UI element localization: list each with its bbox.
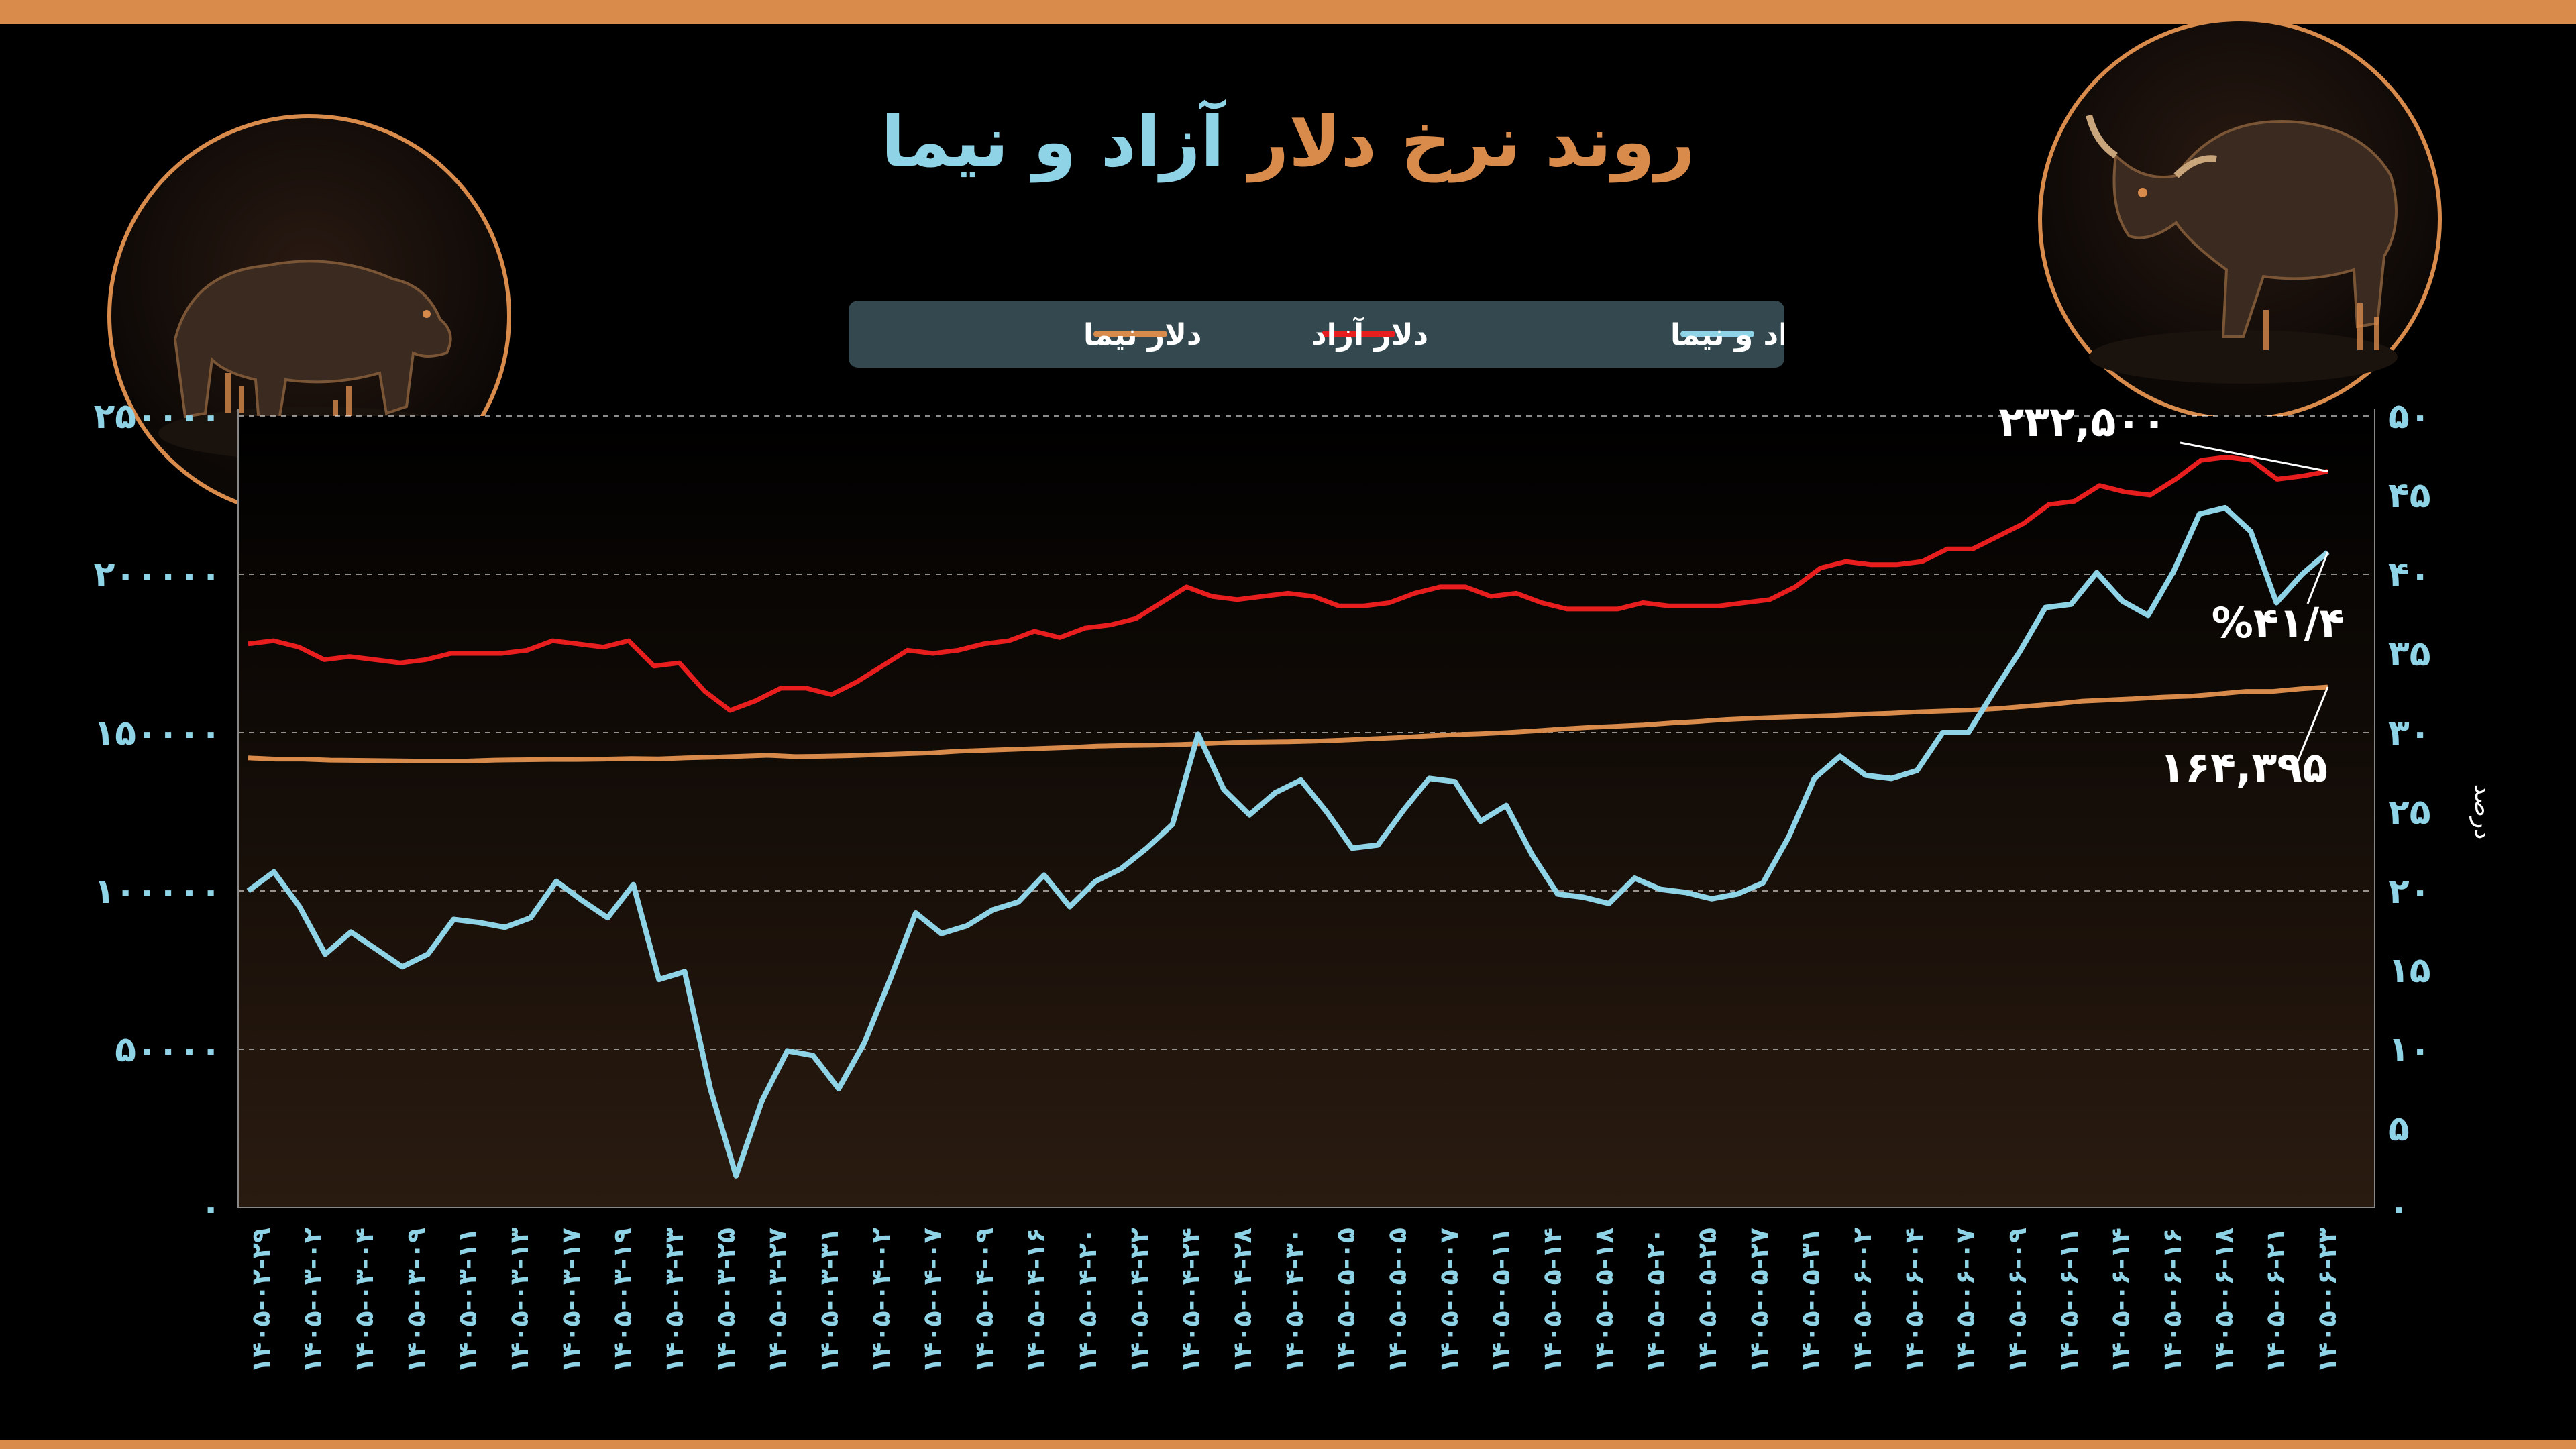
- x-tick-label: ۱۴۰۵-۰۶-۰۲: [1847, 1228, 1877, 1373]
- x-tick-label: ۱۴۰۵-۰۵-۱۸: [1589, 1228, 1619, 1373]
- x-tick-label: ۱۴۰۵-۰۲-۲۹: [246, 1228, 276, 1373]
- x-tick-label: ۱۴۰۵-۰۴-۰۹: [969, 1228, 999, 1373]
- x-tick-label: ۱۴۰۵-۰۴-۲۰: [1073, 1228, 1102, 1373]
- x-tick-label: ۱۴۰۵-۰۵-۲۵: [1693, 1228, 1722, 1373]
- x-tick-label: ۱۴۰۵-۰۳-۲۳: [659, 1228, 689, 1373]
- bottom-border: [0, 1440, 2576, 1449]
- x-tick-label: ۱۴۰۵-۰۶-۱۴: [2106, 1228, 2135, 1373]
- right-tick-label: ۳۵: [2388, 634, 2430, 674]
- left-tick-label: ۲۵۰۰۰۰: [94, 396, 221, 437]
- annotation-label: ۱۶۴,۳۹۵: [2159, 743, 2328, 792]
- legend-label-nima: دلار نیما: [1083, 318, 1202, 352]
- x-tick-label: ۱۴۰۵-۰۴-۲۴: [1176, 1228, 1205, 1373]
- bull-statue-icon: [2086, 114, 2398, 384]
- x-tick-label: ۱۴۰۵-۰۵-۱۱: [1486, 1228, 1515, 1373]
- annotation-leader: [2296, 686, 2329, 762]
- x-tick-label: ۱۴۰۵-۰۳-۰۹: [401, 1228, 431, 1373]
- right-tick-label: ۵۰: [2388, 396, 2430, 437]
- x-tick-label: ۱۴۰۵-۰۳-۰۴: [350, 1228, 379, 1373]
- x-tick-label: ۱۴۰۵-۰۶-۰۷: [1951, 1228, 1980, 1373]
- right-tick-label: ۲۵: [2388, 792, 2430, 833]
- annotation-label: %۴۱/۴: [2212, 598, 2345, 647]
- x-tick-label: ۱۴۰۵-۰۴-۳۰: [1279, 1228, 1309, 1373]
- x-tick-label: ۱۴۰۵-۰۶-۲۳: [2312, 1228, 2342, 1373]
- left-tick-label: ۰: [200, 1188, 221, 1228]
- x-tick-label: ۱۴۰۵-۰۶-۲۱: [2261, 1228, 2290, 1373]
- right-axis-title: درصد: [2469, 784, 2497, 840]
- x-tick-label: ۱۴۰۵-۰۵-۳۱: [1796, 1228, 1825, 1373]
- top-border: [0, 0, 2576, 24]
- series-line: [248, 454, 2328, 713]
- plot-area: [238, 416, 2375, 1208]
- right-tick-label: ۱۰: [2388, 1030, 2430, 1070]
- right-tick-label: ۴۵: [2388, 476, 2430, 516]
- x-tick-label: ۱۴۰۵-۰۶-۱۱: [2054, 1228, 2084, 1373]
- right-tick-label: ۳۰: [2388, 713, 2430, 753]
- title-part1: روند نرخ دلار: [1248, 101, 1695, 182]
- x-tick-label: ۱۴۰۵-۰۳-۲۵: [711, 1228, 741, 1373]
- page-title: روند نرخ دلار آزاد و نیما: [0, 101, 2576, 182]
- legend-label-gap: فاصله دلار آزاد و نیما: [1670, 316, 1784, 352]
- x-tick-label: ۱۴۰۵-۰۳-۲۷: [763, 1228, 792, 1373]
- annotation-leader: [2180, 441, 2328, 473]
- x-tick-label: ۱۴۰۵-۰۵-۰۵: [1383, 1228, 1412, 1373]
- x-tick-label: ۱۴۰۵-۰۴-۲۸: [1228, 1228, 1257, 1373]
- x-tick-label: ۱۴۰۵-۰۳-۳۱: [814, 1228, 844, 1373]
- right-tick-label: ۴۰: [2388, 555, 2430, 595]
- series-line: [246, 504, 2330, 1179]
- x-tick-label: ۱۴۰۵-۰۵-۰۷: [1434, 1228, 1464, 1373]
- right-tick-label: ۲۰: [2388, 871, 2430, 912]
- x-tick-label: ۱۴۰۵-۰۳-۱۹: [608, 1228, 637, 1373]
- x-tick-label: ۱۴۰۵-۰۴-۲۲: [1124, 1228, 1154, 1373]
- legend-label-free: دلار آزاد: [1311, 316, 1428, 352]
- x-tick-label: ۱۴۰۵-۰۶-۰۹: [2002, 1228, 2032, 1373]
- left-tick-label: ۵۰۰۰۰: [115, 1030, 221, 1070]
- x-tick-label: ۱۴۰۵-۰۴-۰۲: [866, 1228, 896, 1373]
- x-tick-label: ۱۴۰۵-۰۳-۱۱: [453, 1228, 482, 1373]
- x-tick-label: ۱۴۰۵-۰۶-۱۸: [2209, 1228, 2239, 1373]
- x-tick-label: ۱۴۰۵-۰۳-۱۳: [504, 1228, 534, 1373]
- x-tick-label: ۱۴۰۵-۰۳-۰۲: [298, 1228, 327, 1373]
- chart-legend: فاصله دلار آزاد و نیما دلار آزاد دلار نی…: [849, 301, 1784, 368]
- x-tick-label: ۱۴۰۵-۰۵-۱۴: [1538, 1228, 1567, 1373]
- right-tick-label: ۰: [2388, 1188, 2410, 1228]
- left-tick-label: ۲۰۰۰۰۰: [94, 555, 221, 595]
- annotation-label: ۲۳۲,۵۰۰: [1998, 397, 2167, 446]
- left-tick-label: ۱۰۰۰۰۰: [94, 871, 221, 912]
- right-tick-label: ۵: [2388, 1109, 2410, 1149]
- title-part2: آزاد و نیما: [881, 101, 1225, 182]
- legend-svg: فاصله دلار آزاد و نیما دلار آزاد دلار نی…: [1083, 316, 1784, 352]
- x-tick-label: ۱۴۰۵-۰۵-۲۰: [1641, 1228, 1670, 1373]
- x-tick-label: ۱۴۰۵-۰۵-۲۷: [1744, 1228, 1774, 1373]
- x-tick-label: ۱۴۰۵-۰۳-۱۷: [556, 1228, 586, 1373]
- left-tick-label: ۱۵۰۰۰۰: [94, 713, 221, 753]
- x-tick-label: ۱۴۰۵-۰۶-۱۶: [2157, 1228, 2187, 1373]
- x-tick-label: ۱۴۰۵-۰۶-۰۴: [1899, 1228, 1929, 1373]
- x-tick-label: ۱۴۰۵-۰۴-۰۷: [918, 1228, 947, 1373]
- x-tick-label: ۱۴۰۵-۰۵-۰۵: [1331, 1228, 1360, 1373]
- x-tick-label: ۱۴۰۵-۰۴-۱۶: [1021, 1228, 1051, 1373]
- right-tick-label: ۱۵: [2388, 951, 2430, 991]
- bull-badge: [2038, 17, 2442, 421]
- annotation-leader: [2306, 551, 2329, 604]
